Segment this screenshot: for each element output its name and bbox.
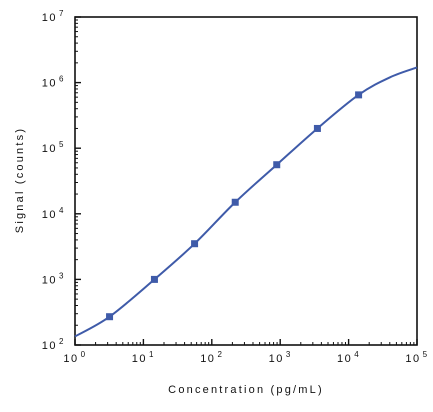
- x-tick-label: 10 5: [405, 350, 428, 365]
- y-tick-label: 10 4: [42, 206, 65, 221]
- x-tick-label: 10 4: [337, 350, 360, 365]
- y-tick-label: 10 2: [42, 337, 65, 352]
- x-axis: 10 0 10 1 10 2 10 3 10 4 10 5: [63, 339, 428, 365]
- data-point-marker: [313, 124, 321, 132]
- x-tick-label: 10 1: [132, 350, 155, 365]
- x-tick-label: 10 3: [269, 350, 292, 365]
- data-point-marker: [273, 161, 281, 169]
- series-layer: [74, 66, 418, 338]
- fit-curve-line: [74, 66, 418, 338]
- x-tick-label: 10 0: [63, 350, 86, 365]
- plot-area: [74, 16, 418, 346]
- y-axis-label: Signal (counts): [14, 127, 26, 233]
- data-point-marker: [231, 198, 239, 206]
- y-tick-label: 10 7: [42, 9, 65, 24]
- data-point-marker: [106, 313, 114, 321]
- x-axis-label: Concentration (pg/mL): [168, 384, 324, 396]
- x-tick-label: 10 2: [200, 350, 223, 365]
- y-tick-label: 10 5: [42, 140, 65, 155]
- data-point-marker: [355, 91, 363, 99]
- data-point-marker: [150, 275, 158, 283]
- data-point-marker: [191, 240, 199, 248]
- plot-frame: [74, 16, 418, 346]
- y-tick-label: 10 6: [42, 75, 65, 90]
- y-tick-label: 10 3: [42, 271, 65, 286]
